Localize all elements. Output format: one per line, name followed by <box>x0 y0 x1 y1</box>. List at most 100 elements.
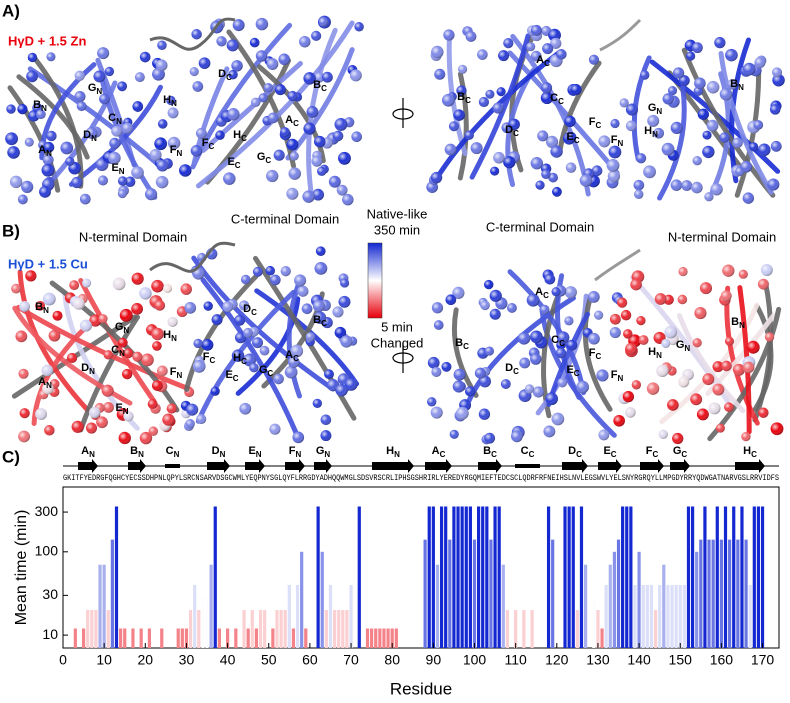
bar <box>328 584 333 648</box>
sphere-shade <box>769 104 781 115</box>
bar <box>131 628 135 648</box>
bar <box>756 506 761 648</box>
ribbon <box>286 280 302 399</box>
strand-label: EC <box>227 156 240 170</box>
bar <box>123 628 127 648</box>
sphere-shade <box>430 171 443 184</box>
strand-subscript: N <box>394 450 400 459</box>
sphere-shade <box>269 274 281 286</box>
sphere-shade <box>184 301 197 314</box>
strand-label: FC <box>202 137 215 151</box>
strand-letter: B <box>313 314 321 326</box>
strand-letter: B <box>313 79 321 91</box>
sphere-shade <box>288 356 300 368</box>
sphere-shade <box>557 377 568 388</box>
bar <box>732 506 736 648</box>
sphere-shade <box>297 285 309 297</box>
bar <box>592 597 596 648</box>
sphere-shade <box>625 120 637 132</box>
strand-letter: F <box>170 366 177 378</box>
sphere-shade <box>433 320 444 330</box>
sphere-shade <box>232 19 245 32</box>
bar <box>719 539 723 648</box>
bar <box>291 628 296 648</box>
strand-subscript: N <box>652 130 658 139</box>
strand-label: BN <box>33 99 47 113</box>
sphere-shade <box>66 352 78 364</box>
sphere-shade <box>314 71 325 83</box>
sphere-shade <box>677 294 688 305</box>
y-axis-label: Mean time (min) <box>13 510 30 626</box>
sphere-shade <box>656 364 669 378</box>
sphere-shade <box>42 154 54 166</box>
strand-letter: D <box>243 303 251 315</box>
sphere-shade <box>427 356 440 369</box>
sphere-shade <box>312 188 325 201</box>
sphere-shade <box>490 166 500 176</box>
bar <box>345 610 349 648</box>
sphere-shade <box>732 137 743 149</box>
sphere-shade <box>710 183 723 196</box>
sphere-shade <box>430 406 443 419</box>
sphere-shade <box>123 348 134 359</box>
sphere-shade <box>258 93 268 103</box>
sphere-shade <box>101 384 114 397</box>
domain-label: N-terminal Domain <box>668 229 776 244</box>
sphere-shade <box>591 165 603 177</box>
x-tick-label: 120 <box>545 652 569 668</box>
sphere-shade <box>485 89 495 99</box>
sphere-shade <box>65 156 75 166</box>
strand-subscript: N <box>684 344 690 353</box>
ribbon <box>734 71 762 198</box>
sphere-shade <box>79 319 92 332</box>
x-tick-label: 60 <box>302 652 318 668</box>
bar <box>283 610 287 648</box>
sphere-shade <box>318 17 329 27</box>
sphere-shade <box>265 265 275 276</box>
sphere-shade <box>555 347 567 359</box>
sphere-shade <box>678 376 690 388</box>
sphere-shade <box>332 306 344 318</box>
sphere-shade <box>93 70 106 83</box>
strand-label: CN <box>108 112 122 126</box>
sphere-shade <box>672 67 685 79</box>
strand-subscript: N <box>738 83 744 92</box>
strand-letter: D <box>505 124 513 136</box>
strand-letter: H <box>233 129 241 141</box>
strand-label: DC <box>505 124 519 138</box>
strand-label: AC <box>285 349 299 363</box>
sphere-shade <box>252 266 263 277</box>
bar <box>530 610 534 648</box>
x-tick-label: 160 <box>710 652 734 668</box>
strand-letter: F <box>289 445 296 457</box>
strand-label: DC <box>218 68 232 82</box>
strand-letter: B <box>483 445 491 457</box>
ribbon <box>78 314 141 433</box>
sphere-shade <box>556 49 567 60</box>
ss-arrow <box>285 459 305 473</box>
strand-subscript: C <box>513 129 519 138</box>
sphere-shade <box>757 143 771 157</box>
sphere-shade <box>155 59 168 72</box>
sphere-shade <box>697 108 709 120</box>
strand-letter: A <box>81 445 89 457</box>
strand-letter: E <box>566 131 573 143</box>
sphere-shade <box>464 386 476 397</box>
bar <box>616 539 621 648</box>
sphere-shade <box>234 314 246 326</box>
sphere-shade <box>445 294 457 306</box>
sphere-shade <box>41 364 54 377</box>
strand-subscript: N <box>256 450 262 459</box>
sphere-shade <box>243 327 253 338</box>
domain-label: N-terminal Domain <box>79 229 187 244</box>
sphere-shade <box>548 172 558 183</box>
sphere-shade <box>692 338 702 348</box>
sphere-shade <box>76 101 87 112</box>
sphere-shade <box>441 93 455 107</box>
sphere-shade <box>215 130 225 140</box>
sphere-shade <box>89 314 102 327</box>
sphere-shade <box>672 432 684 445</box>
sphere-shade <box>7 146 20 159</box>
domain-label: C-terminal Domain <box>231 211 339 226</box>
sphere-shade <box>721 360 732 372</box>
